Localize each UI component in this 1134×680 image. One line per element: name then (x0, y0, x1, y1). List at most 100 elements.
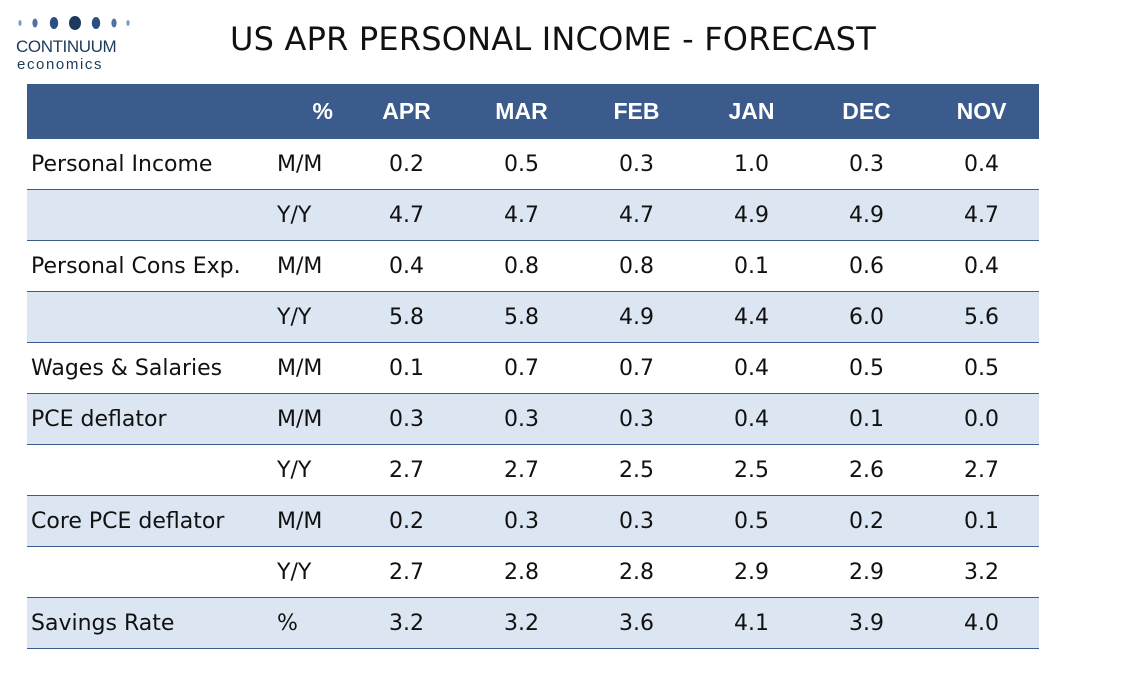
value-cell: 2.8 (579, 546, 694, 598)
value-cell: 4.9 (809, 189, 924, 241)
value-cell: 4.0 (924, 597, 1039, 649)
value-cell: 4.7 (464, 189, 579, 241)
value-cell: 0.3 (579, 495, 694, 547)
value-cell: 0.1 (809, 393, 924, 445)
value-cell: 4.9 (579, 291, 694, 343)
row-unit: M/M (271, 342, 349, 394)
value-cell: 0.4 (924, 240, 1039, 292)
value-cell: 3.9 (809, 597, 924, 649)
value-cell: 0.8 (464, 240, 579, 292)
value-cell: 0.5 (924, 342, 1039, 394)
logo-dots-icon (18, 16, 130, 30)
value-cell: 4.9 (694, 189, 809, 241)
value-cell: 0.7 (579, 342, 694, 394)
value-cell: 6.0 (809, 291, 924, 343)
value-cell: 0.3 (464, 495, 579, 547)
value-cell: 4.1 (694, 597, 809, 649)
row-unit: Y/Y (271, 546, 349, 598)
value-cell: 5.8 (349, 291, 464, 343)
row-label: Core PCE deflator (27, 495, 271, 547)
column-header: FEB (579, 84, 694, 139)
row-unit: M/M (271, 495, 349, 547)
row-unit: Y/Y (271, 291, 349, 343)
column-header: JAN (694, 84, 809, 139)
value-cell: 2.8 (464, 546, 579, 598)
table-row: Personal Income M/M 0.2 0.5 0.3 1.0 0.3 0.4 (27, 139, 1039, 190)
value-cell: 4.4 (694, 291, 809, 343)
value-cell: 0.5 (464, 139, 579, 190)
table-row: Y/Y 4.7 4.7 4.7 4.9 4.9 4.7 (27, 189, 1039, 241)
row-label: PCE deflator (27, 393, 271, 445)
value-cell: 2.7 (349, 546, 464, 598)
value-cell: 2.5 (694, 444, 809, 496)
row-unit: M/M (271, 393, 349, 445)
value-cell: 3.2 (349, 597, 464, 649)
row-label: Personal Cons Exp. (27, 240, 271, 292)
value-cell: 3.2 (924, 546, 1039, 598)
table-row: Personal Cons Exp. M/M 0.4 0.8 0.8 0.1 0.6 0.4 (27, 240, 1039, 292)
value-cell: 3.6 (579, 597, 694, 649)
value-cell: 0.2 (809, 495, 924, 547)
value-cell: 0.3 (464, 393, 579, 445)
table-row: Y/Y 5.8 5.8 4.9 4.4 6.0 5.6 (27, 291, 1039, 343)
row-label (27, 546, 271, 598)
value-cell: 5.8 (464, 291, 579, 343)
header-unit-cell: % (271, 84, 349, 139)
row-label (27, 444, 271, 496)
table-row: Wages & Salaries M/M 0.1 0.7 0.7 0.4 0.5 0.5 (27, 342, 1039, 394)
value-cell: 0.7 (464, 342, 579, 394)
value-cell: 4.7 (924, 189, 1039, 241)
table-row: Y/Y 2.7 2.8 2.8 2.9 2.9 3.2 (27, 546, 1039, 598)
value-cell: 5.6 (924, 291, 1039, 343)
value-cell: 2.6 (809, 444, 924, 496)
row-label (27, 189, 271, 241)
value-cell: 0.3 (579, 393, 694, 445)
row-unit: M/M (271, 139, 349, 190)
continuum-economics-logo: CONTINUUM economics (14, 12, 144, 76)
value-cell: 0.5 (809, 342, 924, 394)
value-cell: 4.7 (579, 189, 694, 241)
row-label: Personal Income (27, 139, 271, 190)
value-cell: 3.2 (464, 597, 579, 649)
row-unit: Y/Y (271, 444, 349, 496)
column-header: NOV (924, 84, 1039, 139)
value-cell: 0.4 (349, 240, 464, 292)
value-cell: 0.6 (809, 240, 924, 292)
value-cell: 2.9 (809, 546, 924, 598)
header-label-cell (27, 84, 271, 139)
logo-name: CONTINUUM (16, 37, 117, 56)
forecast-table: % APR MAR FEB JAN DEC NOV Personal Incom… (27, 84, 1039, 649)
value-cell: 0.4 (694, 342, 809, 394)
value-cell: 0.2 (349, 495, 464, 547)
value-cell: 4.7 (349, 189, 464, 241)
table-header-row: % APR MAR FEB JAN DEC NOV (27, 84, 1039, 139)
value-cell: 0.4 (694, 393, 809, 445)
value-cell: 0.8 (579, 240, 694, 292)
value-cell: 2.7 (464, 444, 579, 496)
value-cell: 0.1 (694, 240, 809, 292)
value-cell: 0.1 (349, 342, 464, 394)
column-header: DEC (809, 84, 924, 139)
row-label (27, 291, 271, 343)
value-cell: 0.5 (694, 495, 809, 547)
column-header: MAR (464, 84, 579, 139)
row-unit: M/M (271, 240, 349, 292)
value-cell: 1.0 (694, 139, 809, 190)
row-label: Wages & Salaries (27, 342, 271, 394)
value-cell: 0.2 (349, 139, 464, 190)
value-cell: 2.7 (349, 444, 464, 496)
row-label: Savings Rate (27, 597, 271, 649)
table-row: Core PCE deflator M/M 0.2 0.3 0.3 0.5 0.2 0.1 (27, 495, 1039, 547)
row-unit: Y/Y (271, 189, 349, 241)
value-cell: 0.3 (809, 139, 924, 190)
value-cell: 0.3 (579, 139, 694, 190)
value-cell: 0.4 (924, 139, 1039, 190)
value-cell: 2.7 (924, 444, 1039, 496)
table-row: PCE deflator M/M 0.3 0.3 0.3 0.4 0.1 0.0 (27, 393, 1039, 445)
column-header: APR (349, 84, 464, 139)
logo-subtitle: economics (17, 56, 104, 73)
value-cell: 0.1 (924, 495, 1039, 547)
table-body: Personal Income M/M 0.2 0.5 0.3 1.0 0.3 0.4 Y/Y 4… (27, 139, 1039, 649)
value-cell: 2.9 (694, 546, 809, 598)
value-cell: 0.0 (924, 393, 1039, 445)
